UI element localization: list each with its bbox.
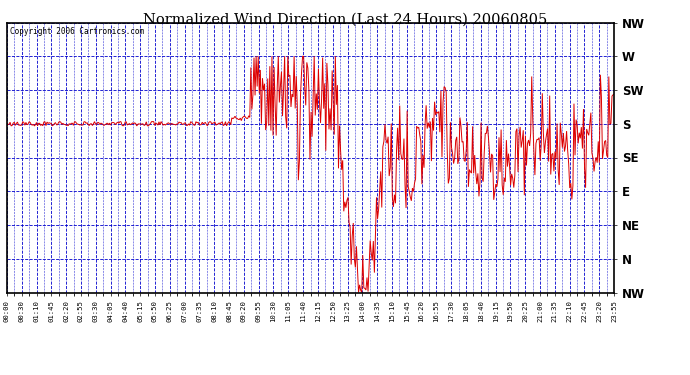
Text: Normalized Wind Direction (Last 24 Hours) 20060805: Normalized Wind Direction (Last 24 Hours… xyxy=(143,13,547,27)
Text: Copyright 2006 Cartronics.com: Copyright 2006 Cartronics.com xyxy=(10,27,144,36)
